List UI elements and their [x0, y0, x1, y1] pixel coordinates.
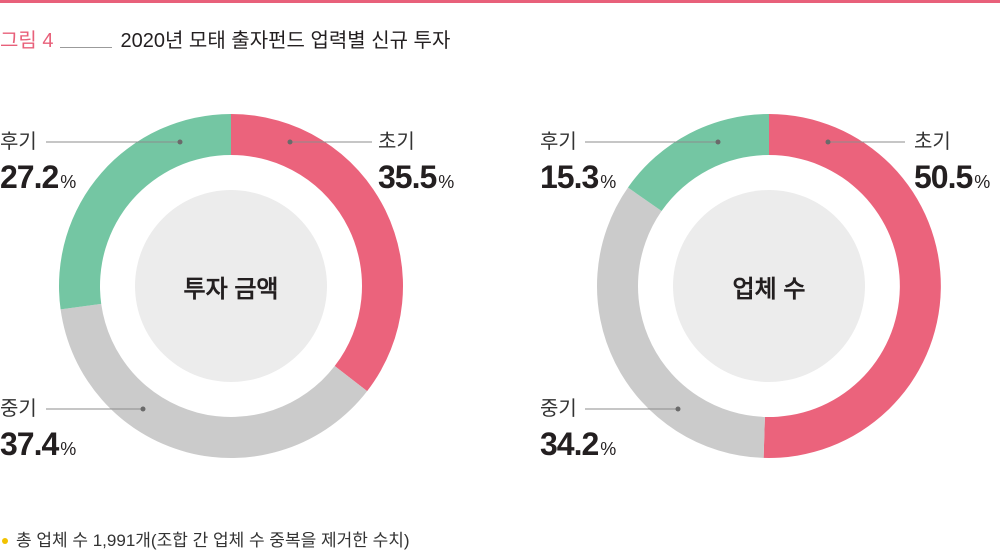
donut-center-circle: 투자 금액 — [135, 190, 327, 382]
slice-name: 중기 — [0, 398, 37, 420]
slice-label-count-late: 후기 15.3% — [540, 130, 616, 200]
title-separator-line — [60, 34, 113, 48]
slice-value: 35.5% — [378, 159, 454, 200]
leader-line-count-late — [585, 139, 721, 145]
leader-line-count-mid — [585, 406, 681, 412]
leader-line-amount-early — [287, 139, 372, 145]
slice-value-number: 50.5 — [914, 159, 973, 195]
slice-value: 34.2% — [540, 426, 616, 467]
percent-unit: % — [60, 172, 77, 192]
slice-value-number: 34.2 — [540, 426, 599, 462]
percent-unit: % — [974, 172, 991, 192]
slice-value-number: 35.5 — [378, 159, 437, 195]
donut-slice-2 — [596, 187, 765, 458]
slice-value-number: 15.3 — [540, 159, 599, 195]
slice-label-count-mid: 중기 34.2% — [540, 397, 616, 467]
slice-name: 후기 — [0, 131, 37, 153]
donut-center-label: 업체 수 — [732, 275, 806, 303]
slice-value-number: 27.2 — [0, 159, 59, 195]
slice-name: 초기 — [914, 131, 951, 153]
slice-label-amount-late: 후기 27.2% — [0, 130, 76, 200]
donut-slice-1 — [231, 114, 404, 392]
slice-name: 초기 — [378, 131, 415, 153]
leader-line-amount-mid — [46, 406, 146, 412]
slice-name: 중기 — [540, 398, 577, 420]
slice-name: 후기 — [540, 131, 577, 153]
slice-value: 27.2% — [0, 159, 76, 200]
slice-value-number: 37.4 — [0, 426, 59, 462]
donut-center-circle: 업체 수 — [673, 190, 865, 382]
slice-value: 37.4% — [0, 426, 76, 467]
donut-ring — [596, 114, 941, 458]
figure-title-text: 2020년 모태 출자펀드 업력별 신규 투자 — [120, 30, 451, 52]
footnote: 총 업체 수 1,991개(조합 간 업체 수 중복을 제거한 수치) — [0, 529, 410, 553]
donut-center-label: 투자 금액 — [183, 275, 279, 303]
percent-unit: % — [600, 439, 617, 459]
slice-label-amount-early: 초기 35.5% — [378, 130, 454, 200]
donut-slice-3 — [627, 114, 769, 212]
footnote-text: 총 업체 수 1,991개(조합 간 업체 수 중복을 제거한 수치) — [16, 531, 410, 550]
donut-chart-investment-amount: 투자 금액 — [58, 113, 404, 459]
slice-label-count-early: 초기 50.5% — [914, 130, 990, 200]
slice-value: 50.5% — [914, 159, 990, 200]
donut-ring — [58, 114, 404, 459]
donut-chart-company-count: 업체 수 — [596, 113, 942, 459]
percent-unit: % — [60, 439, 77, 459]
slice-label-amount-mid: 중기 37.4% — [0, 397, 76, 467]
bullet-dot-icon — [2, 538, 8, 544]
donut-slice-2 — [60, 303, 368, 459]
percent-unit: % — [600, 172, 617, 192]
top-accent-rule — [0, 0, 1000, 3]
figure-number: 그림 4 — [0, 30, 54, 52]
slice-value: 15.3% — [540, 159, 616, 200]
donut-slice-1 — [763, 114, 941, 458]
figure-title: 그림 4 2020년 모태 출자펀드 업력별 신규 투자 — [0, 27, 450, 55]
percent-unit: % — [438, 172, 455, 192]
leader-line-count-early — [825, 139, 905, 145]
leader-line-amount-late — [46, 139, 183, 145]
donut-slice-3 — [58, 114, 232, 310]
